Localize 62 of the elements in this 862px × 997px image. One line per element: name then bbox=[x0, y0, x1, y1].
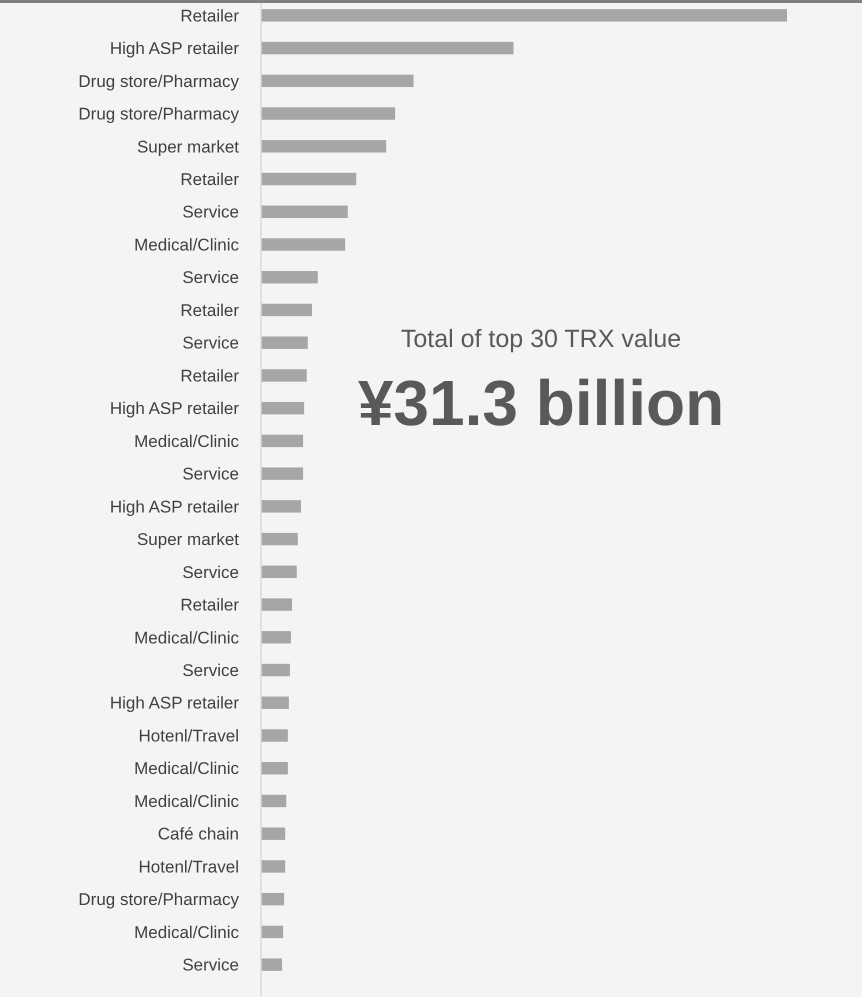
bar bbox=[261, 402, 304, 414]
y-tick-label: Hotenl/Travel bbox=[138, 857, 239, 876]
y-tick-label: Medical/Clinic bbox=[134, 922, 240, 942]
bar bbox=[261, 304, 312, 316]
bar bbox=[261, 238, 346, 251]
y-tick-label: Medical/Clinic bbox=[134, 235, 240, 254]
bar bbox=[261, 892, 284, 906]
y-tick-label: Drug store/Pharmacy bbox=[78, 72, 240, 91]
bar bbox=[261, 9, 787, 22]
y-tick-label: High ASP retailer bbox=[110, 694, 240, 713]
bar bbox=[261, 369, 307, 382]
y-tick-label: Café chain bbox=[158, 824, 239, 844]
y-tick-label: High ASP retailer bbox=[110, 497, 240, 516]
bar bbox=[261, 598, 292, 611]
bar bbox=[261, 664, 290, 676]
y-tick-label: Retailer bbox=[180, 366, 240, 386]
bar bbox=[261, 762, 288, 774]
y-tick-label: Retailer bbox=[180, 300, 240, 320]
annotation: ¥31.3 billion bbox=[358, 367, 724, 439]
y-tick-label: Service bbox=[182, 464, 239, 484]
bar bbox=[261, 172, 356, 186]
bar bbox=[261, 271, 318, 284]
y-tick-label: Retailer bbox=[180, 596, 240, 615]
bar bbox=[261, 860, 286, 873]
y-tick-label: Super market bbox=[136, 530, 240, 550]
bar bbox=[261, 827, 286, 840]
bar bbox=[261, 42, 514, 54]
bar bbox=[261, 74, 414, 88]
y-tick-label: Service bbox=[182, 202, 239, 222]
y-tick-label: Medical/Clinic bbox=[134, 628, 240, 648]
y-tick-label: Medical/Clinic bbox=[134, 792, 240, 811]
y-tick-label: High ASP retailer bbox=[110, 399, 240, 418]
y-tick-label: Service bbox=[182, 268, 239, 288]
bar bbox=[261, 926, 284, 938]
y-tick-label: Retailer bbox=[180, 170, 240, 189]
bar bbox=[261, 566, 297, 578]
y-tick-label: Super market bbox=[136, 137, 240, 156]
bar bbox=[261, 140, 386, 153]
bar bbox=[261, 794, 286, 808]
y-tick-label: Service bbox=[182, 956, 239, 975]
bar bbox=[261, 958, 282, 971]
bar bbox=[261, 107, 396, 120]
y-tick-label: Service bbox=[182, 334, 239, 353]
y-tick-label: Service bbox=[182, 562, 239, 582]
y-tick-label: Medical/Clinic bbox=[134, 432, 240, 451]
bar bbox=[261, 532, 298, 546]
bar bbox=[261, 696, 289, 709]
bar bbox=[261, 434, 304, 448]
y-tick-label: Drug store/Pharmacy bbox=[78, 104, 240, 124]
bar bbox=[261, 729, 288, 742]
y-tick-label: Service bbox=[182, 660, 239, 680]
y-tick-label: High ASP retailer bbox=[110, 39, 240, 58]
bar bbox=[261, 206, 348, 218]
y-tick-label: Retailer bbox=[180, 6, 240, 26]
y-tick-label: Hotenl/Travel bbox=[138, 726, 239, 746]
annotation: Total of top 30 TRX value bbox=[400, 325, 682, 353]
bar bbox=[261, 467, 304, 480]
bar bbox=[261, 631, 291, 644]
y-tick-label: Drug store/Pharmacy bbox=[78, 890, 240, 910]
bar bbox=[261, 500, 301, 513]
bar bbox=[261, 336, 308, 349]
y-tick-label: Medical/Clinic bbox=[134, 759, 240, 778]
